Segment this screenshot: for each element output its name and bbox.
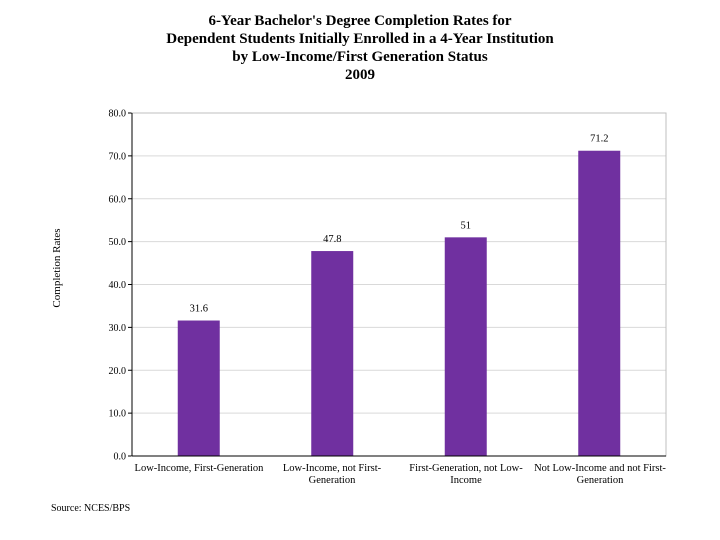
x-tick-label-4: Not Low-Income and not First-Generation — [534, 463, 666, 486]
y-tick-label: 60.0 — [109, 194, 127, 205]
y-tick-label: 0.0 — [114, 452, 127, 463]
title-line-1: 6-Year Bachelor's Degree Completion Rate… — [208, 13, 512, 29]
y-tick-label: 70.0 — [109, 151, 127, 162]
title-line-2: Dependent Students Initially Enrolled in… — [166, 31, 554, 47]
bar-value-label-4: 71.2 — [590, 134, 608, 145]
chart-title: 6-Year Bachelor's Degree Completion Rate… — [0, 12, 720, 84]
x-tick-label-2: Low-Income, not First-Generation — [282, 463, 382, 486]
y-axis-label: Completion Rates — [51, 228, 63, 308]
x-tick-label-3: First-Generation, not Low-Income — [409, 463, 523, 486]
y-tick-label: 20.0 — [109, 366, 127, 377]
bar-value-label-1: 31.6 — [190, 304, 208, 315]
y-tick-label: 40.0 — [109, 280, 127, 291]
y-tick-label: 10.0 — [109, 409, 127, 420]
source-note: Source: NCES/BPS — [51, 503, 131, 514]
y-tick-label: 80.0 — [109, 109, 127, 120]
title-line-3: by Low-Income/First Generation Status — [232, 49, 488, 65]
y-tick-label: 50.0 — [109, 237, 127, 248]
bar-value-label-2: 47.8 — [323, 234, 341, 245]
title-line-4: 2009 — [345, 67, 375, 83]
bar-3 — [444, 237, 487, 456]
bar-4 — [578, 150, 621, 457]
bar-value-label-3: 51 — [461, 220, 472, 231]
bar-2 — [311, 251, 354, 456]
bar-1 — [177, 320, 220, 456]
x-tick-label-1: Low-Income, First-Generation — [134, 463, 264, 474]
y-tick-label: 30.0 — [109, 323, 127, 334]
